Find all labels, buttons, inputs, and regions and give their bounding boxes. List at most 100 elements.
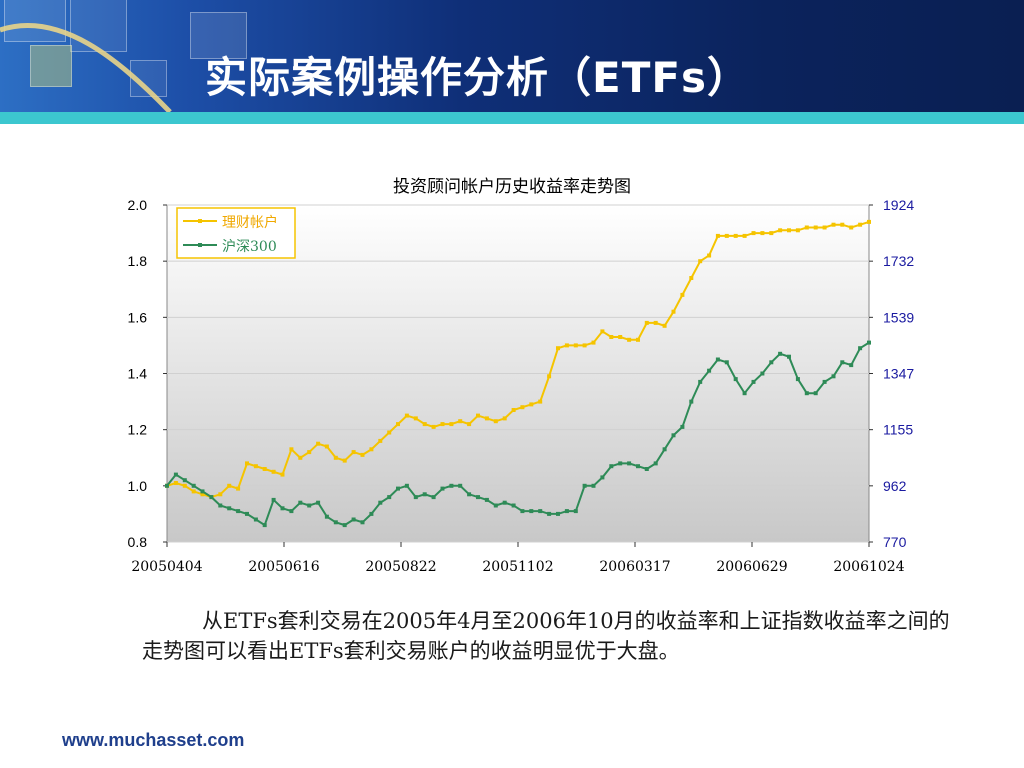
series-2-point (289, 509, 294, 514)
series-1-point (431, 424, 436, 429)
decor-arc (0, 23, 172, 112)
series-1-point (680, 292, 685, 297)
series-2-point (520, 509, 525, 514)
series-2-point (813, 391, 818, 396)
series-1-point (342, 458, 347, 463)
series-2-point (165, 483, 169, 488)
legend: 理财帐户 沪深300 (176, 207, 296, 259)
series-1-point (653, 320, 658, 325)
series-1-point (191, 489, 196, 494)
series-1-point (627, 337, 632, 342)
series-2-point (227, 506, 232, 511)
series-1-point (458, 419, 463, 424)
series-1-point (227, 483, 232, 488)
x-tick-label: 20060629 (716, 559, 787, 575)
series-2-point (422, 492, 427, 497)
series-1-point (484, 416, 489, 421)
decor-square (4, 0, 66, 42)
legend-marker-2 (198, 243, 202, 247)
series-1-point (369, 447, 374, 452)
series-1-point (698, 259, 703, 264)
series-1-point (591, 340, 596, 345)
series-1-point (520, 405, 525, 410)
series-2-point (502, 500, 507, 505)
series-1-point (636, 337, 640, 342)
series-1-point (280, 472, 285, 477)
series-1-point (289, 447, 294, 452)
series-2-point (280, 506, 285, 511)
series-1-point (538, 399, 543, 404)
series-1-point (804, 225, 809, 230)
series-2-point (253, 517, 258, 522)
x-axis: 20050404 20050616 20050822 20051102 20060317… (131, 542, 905, 575)
series-2-point (653, 461, 658, 466)
y-left-tick-label: 1.0 (128, 478, 148, 494)
series-1-point (449, 422, 454, 427)
series-1-point (404, 413, 409, 418)
series-2-point (396, 486, 400, 491)
series-1-point (831, 222, 836, 227)
series-1-point (173, 481, 178, 485)
series-2-point (173, 472, 178, 477)
series-2-point (804, 391, 809, 396)
series-1-point (556, 346, 560, 351)
y-right-tick-label: 770 (883, 534, 907, 550)
y-left-tick-label: 2.0 (128, 197, 148, 213)
series-1-point (618, 335, 623, 339)
y-right-tick-label: 1924 (883, 197, 914, 213)
x-tick-label: 20050822 (365, 559, 436, 575)
series-1-point (787, 228, 791, 233)
series-1-point (298, 455, 303, 460)
series-1-point (476, 413, 480, 418)
series-1-point (316, 441, 321, 446)
series-1-point (493, 419, 498, 424)
series-2-point (271, 497, 276, 502)
x-tick-label: 20060317 (599, 559, 670, 575)
series-1-point (182, 483, 187, 488)
series-2-point (476, 495, 480, 500)
series-2-point (236, 509, 241, 514)
series-2-point (360, 520, 365, 525)
series-2-point (662, 447, 667, 452)
series-2-point (582, 483, 587, 488)
x-tick-label: 20051102 (482, 559, 553, 575)
series-1-point (324, 444, 329, 449)
y-right-tick-label: 962 (883, 478, 907, 494)
y-left-tick-label: 1.4 (128, 366, 148, 382)
series-2-point (644, 467, 649, 471)
series-2-point (751, 379, 756, 384)
chart: 2.0 1.8 1.6 1.4 1.2 1.0 0.8 1924 1732 1539 1347 11… (128, 197, 915, 575)
header-stripe (0, 112, 1024, 124)
series-2-point (778, 351, 783, 356)
legend-label-2: 沪深300 (222, 239, 277, 255)
series-2-point (689, 399, 694, 404)
y-left-tick-label: 0.8 (128, 534, 148, 550)
series-1-point (849, 225, 854, 230)
series-2-point (404, 483, 409, 488)
series-2-point (742, 391, 747, 396)
series-1-point (422, 422, 427, 427)
series-1-point (236, 486, 241, 491)
series-2-point (556, 511, 560, 516)
y-left-tick-label: 1.2 (128, 422, 148, 438)
series-2-point (484, 497, 489, 502)
series-1-point (600, 329, 605, 334)
series-2-point (333, 520, 338, 525)
y-right-axis: 1924 1732 1539 1347 1155 962 770 (869, 197, 914, 550)
series-1-point (858, 222, 863, 227)
y-right-tick-label: 1539 (883, 309, 914, 325)
series-2-point (707, 368, 712, 373)
series-1-point (440, 422, 445, 427)
y-right-tick-label: 1155 (883, 422, 913, 438)
series-1-point (511, 408, 516, 412)
series-1-point (760, 231, 765, 236)
legend-marker-1 (198, 219, 202, 223)
series-1-point (840, 222, 845, 227)
decor-square (190, 12, 247, 59)
series-2-point (449, 483, 454, 488)
caption-text: 从ETFs套利交易在2005年4月至2006年10月的收益率和上证指数收益率之间… (142, 609, 950, 663)
series-2-point (573, 509, 578, 514)
series-2-point (324, 514, 329, 519)
x-tick-label: 20061024 (833, 559, 904, 575)
y-right-tick-label: 1347 (883, 366, 914, 382)
